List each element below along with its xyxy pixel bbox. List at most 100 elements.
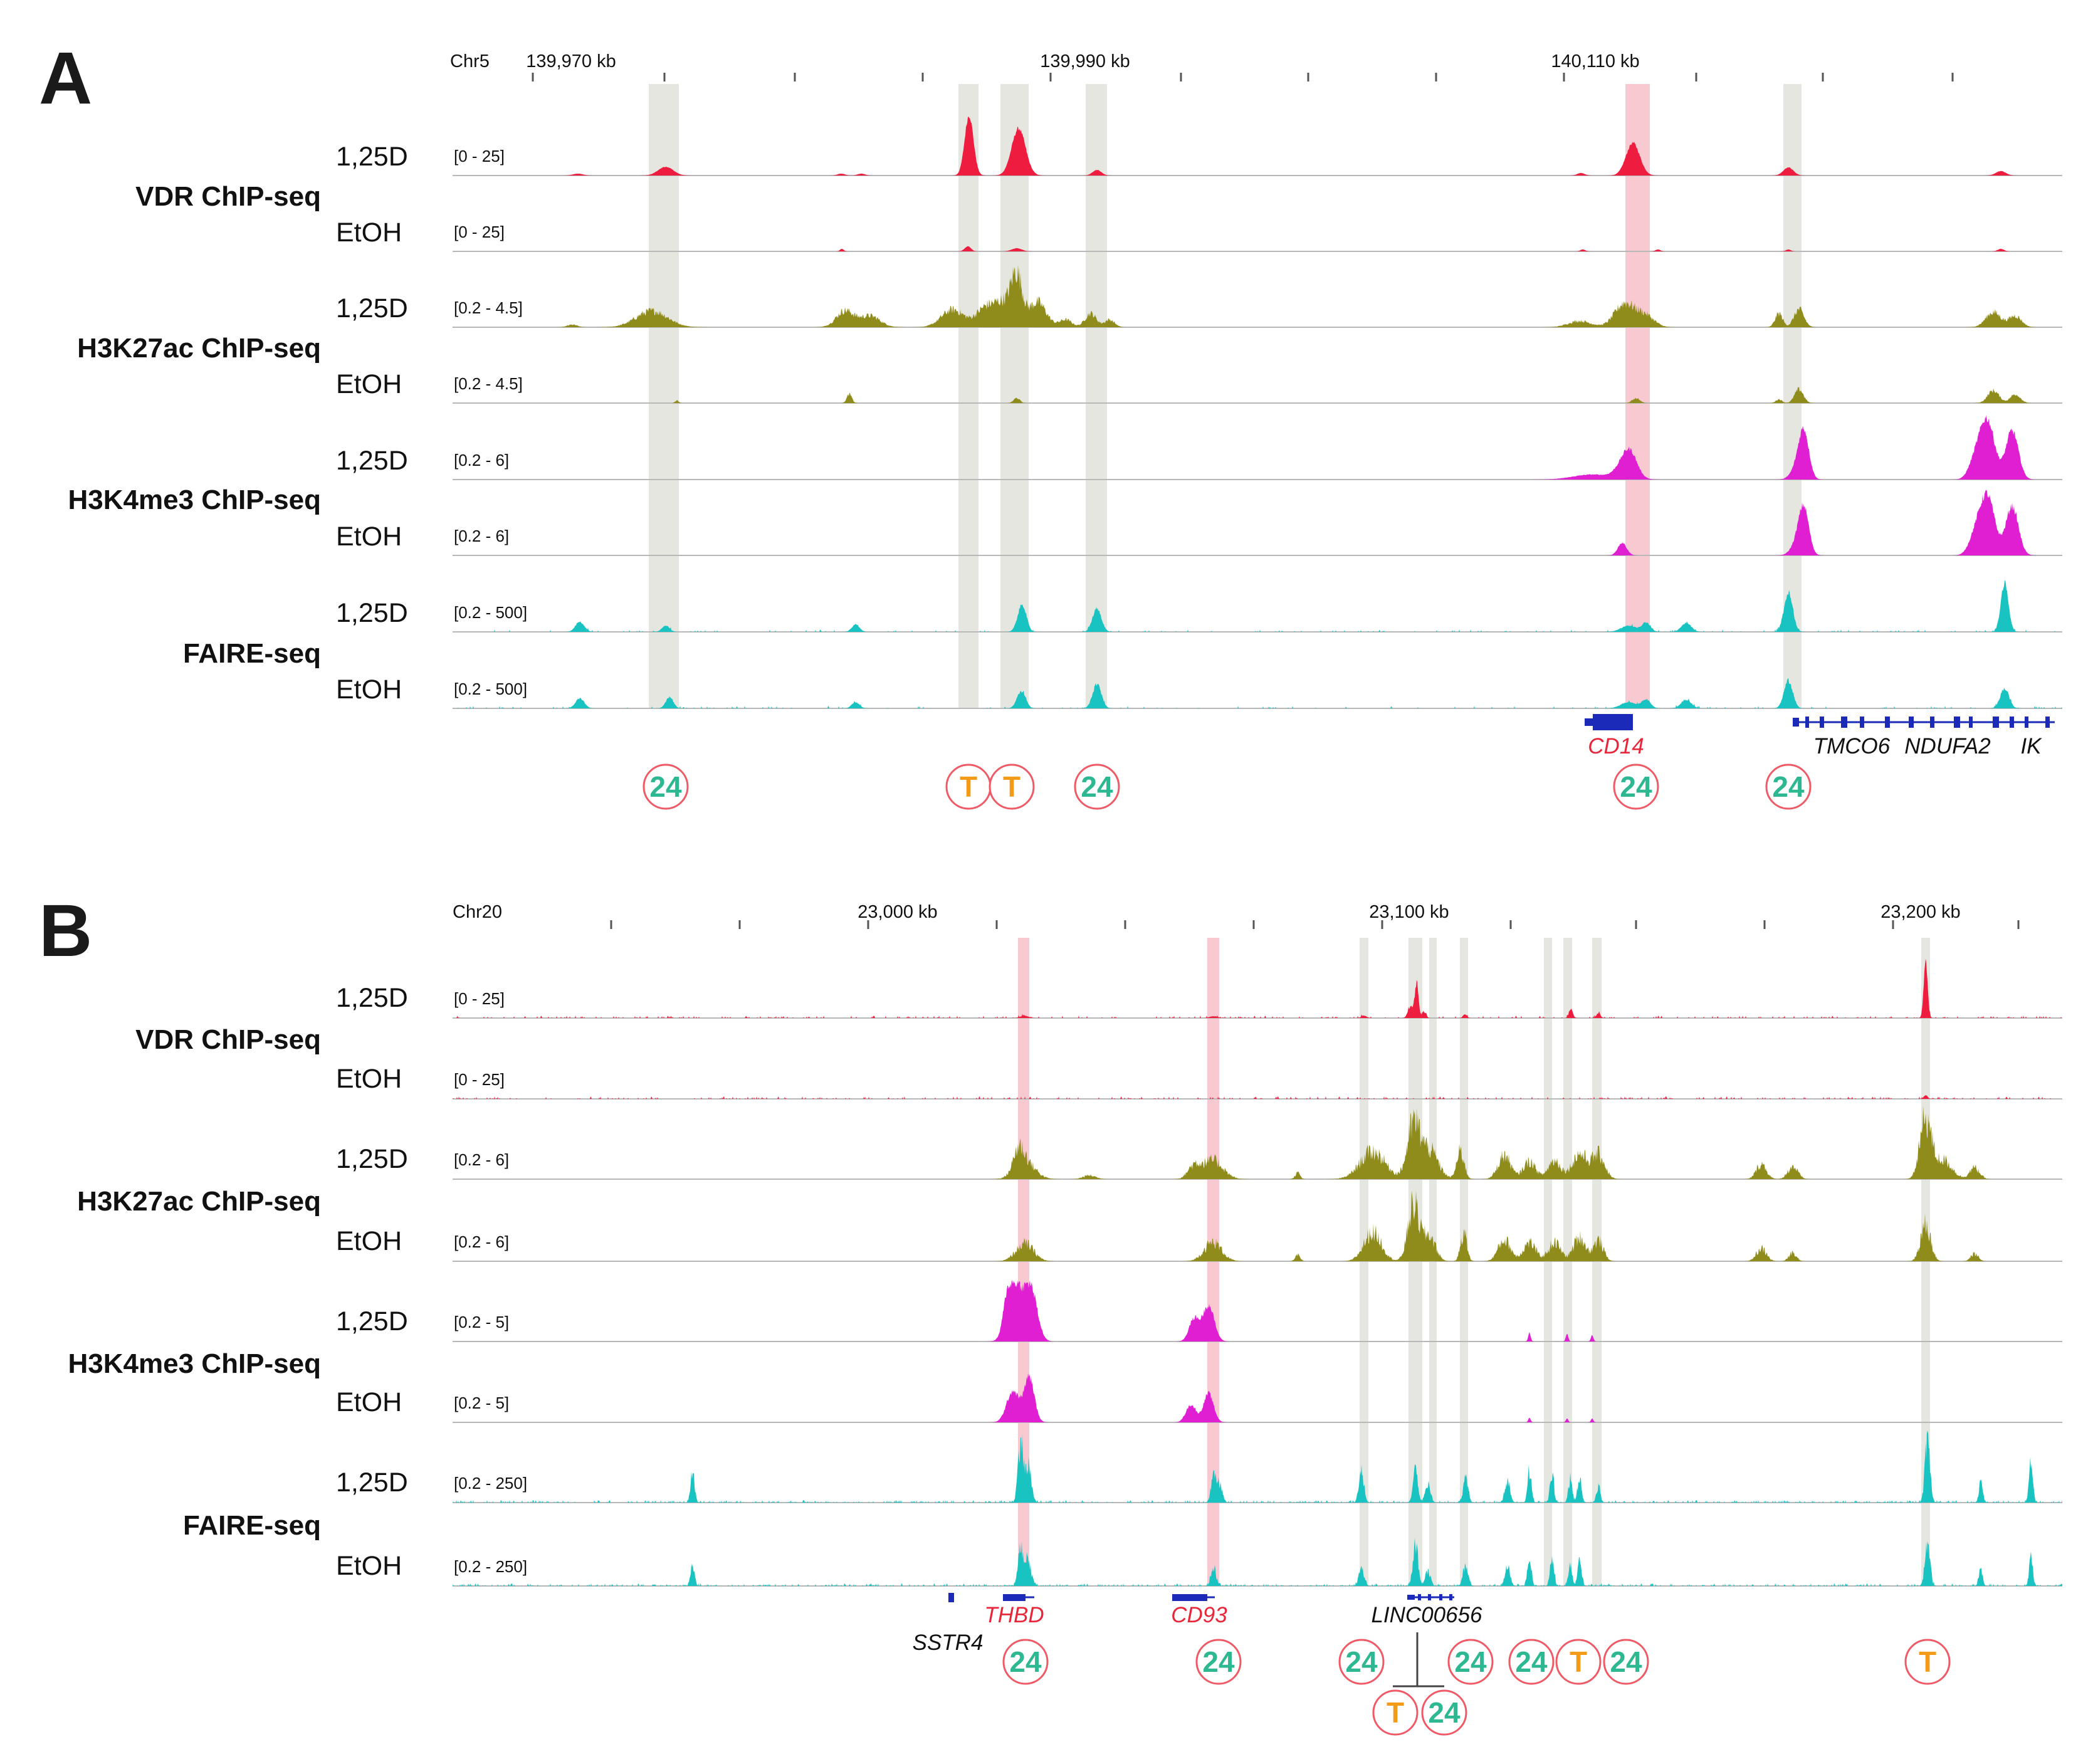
motif-badge-ring-24 [1508,1639,1555,1685]
motif-badge-24: 24 [1202,1646,1235,1678]
highlight-band-pink [1625,84,1650,708]
signal-track-h3k27ac-125d [453,264,2062,327]
track-range-label: [0 - 25] [454,1070,505,1089]
track-condition-label: EtOH [336,369,402,399]
track-condition-label: EtOH [336,675,402,705]
panel-letter: A [39,37,92,120]
gene-exon [1820,717,1824,728]
track-condition-label: EtOH [336,522,402,552]
signal-track-h3k27ac-etoh [453,1190,2062,1261]
signal-track-vdr-125d [453,958,2062,1018]
motif-badge-ring-t [1372,1689,1419,1736]
kb-label: 23,100 kb [1369,902,1449,922]
gene-label: IK [2020,734,2042,759]
track-condition-label: EtOH [336,1551,402,1581]
motif-badge-24: 24 [1428,1696,1461,1729]
motif-badge-ring-24 [1195,1639,1242,1685]
motif-badge-24: 24 [1454,1646,1487,1678]
track-range-label: [0.2 - 500] [454,603,527,622]
motif-badge-ring-t [989,764,1035,810]
highlight-band-grey [958,84,978,708]
assay-label: FAIRE-seq [183,1510,321,1541]
signal-track-faire-etoh [453,1538,2062,1586]
gene-label: THBD [984,1603,1044,1627]
track-condition-label: 1,25D [336,1144,408,1174]
track-condition-label: 1,25D [336,1306,408,1336]
track-range-label: [0.2 - 6] [454,1150,509,1169]
track-range-label: [0.2 - 250] [454,1474,527,1493]
highlight-band-grey [649,84,679,708]
chromosome-label: Chr20 [453,902,502,922]
track-range-label: [0 - 25] [454,223,505,241]
motif-badge-24: 24 [1081,770,1113,803]
gene-label: LINC00656 [1371,1603,1482,1627]
motif-badge-t: T [1387,1696,1404,1729]
assay-label: VDR ChIP-seq [135,181,321,212]
motif-badge-ring-t [1904,1639,1951,1685]
gene-exon [2010,717,2014,728]
assay-label: VDR ChIP-seq [135,1024,321,1055]
kb-label: 139,990 kb [1040,51,1130,71]
signal-track-h3k4me3-125d [453,1279,2062,1341]
motif-badge-ring-24 [1338,1639,1385,1685]
highlight-band-grey [1086,84,1107,708]
signal-track-h3k4me3-etoh [453,490,2062,555]
signal-track-vdr-etoh [453,246,2062,251]
motif-badge-ring-24 [1765,764,1812,810]
motif-badge-t: T [960,770,977,803]
gene-model [948,1593,954,1602]
gene-exon [2025,717,2028,728]
signal-track-h3k27ac-etoh [453,386,2062,403]
badge-connector [1393,1632,1444,1688]
gene-label: CD14 [1588,734,1644,759]
motif-badge-t: T [1919,1646,1936,1678]
gene-model [1585,718,1593,726]
motif-badge-24: 24 [1772,770,1805,803]
kb-label: 23,200 kb [1881,902,1960,922]
gene-exon [1449,1594,1452,1600]
track-range-label: [0 - 25] [454,147,505,165]
track-range-label: [0.2 - 4.5] [454,298,523,317]
track-range-label: [0.2 - 4.5] [454,374,523,393]
motif-badge-24: 24 [1515,1646,1548,1678]
track-condition-label: EtOH [336,1064,402,1094]
assay-label: H3K27ac ChIP-seq [77,333,321,364]
motif-badge-ring-24 [1603,1639,1649,1685]
panel-b: B Chr20 23,000 kb 23,100 kb 23,200 kb 1,25D [0… [39,890,2062,1736]
signal-track-vdr-125d [453,117,2062,176]
signal-track-h3k27ac-125d [453,1106,2062,1179]
assay-label: H3K27ac ChIP-seq [77,1186,321,1217]
motif-badge-ring-t [1555,1639,1602,1685]
track-condition-label: EtOH [336,218,402,248]
signal-track-faire-etoh [453,678,2062,708]
track-condition-label: EtOH [336,1226,402,1256]
motif-badge-ring-24 [1074,764,1120,810]
track-range-label: [0.2 - 5] [454,1313,509,1331]
gene-label: NDUFA2 [1904,734,1990,759]
gene-exon [2045,717,2050,728]
gene-exon [1954,717,1960,728]
gene-exon [1860,717,1864,728]
signal-track-faire-125d [453,580,2062,632]
track-condition-label: 1,25D [336,598,408,628]
track-condition-label: 1,25D [336,1467,408,1498]
track-range-label: [0 - 25] [454,989,505,1008]
highlight-band-grey [1000,84,1029,708]
gene-label: TMCO6 [1813,734,1891,759]
gene-model [1593,714,1633,730]
panel-a: A Chr5 139,970 kb 139,990 kb 140,110 kb 1,25D… [39,37,2062,810]
motif-badge-ring-24 [1002,1639,1049,1685]
kb-label: 23,000 kb [858,902,937,922]
track-range-label: [0.2 - 5] [454,1394,509,1412]
track-range-label: [0.2 - 6] [454,527,509,545]
track-range-label: [0.2 - 6] [454,451,509,470]
assay-label: FAIRE-seq [183,638,321,669]
gene-exon [1841,717,1847,728]
signal-track-h3k4me3-etoh [453,1373,2062,1422]
motif-badge-ring-24 [1613,764,1659,810]
motif-badge-t: T [1570,1646,1587,1678]
track-condition-label: EtOH [336,1387,402,1417]
gene-exon [1885,717,1890,728]
track-range-label: [0.2 - 500] [454,680,527,698]
